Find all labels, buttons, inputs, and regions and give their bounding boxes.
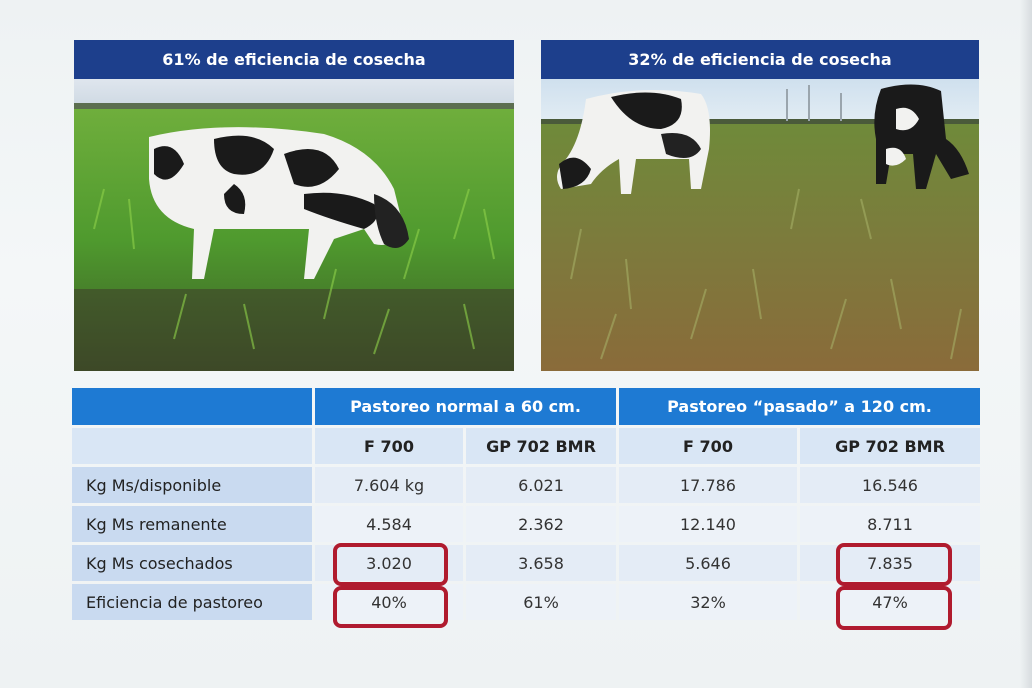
table-row: Kg Ms/disponible 7.604 kg 6.021 17.786 1… — [72, 467, 980, 503]
row-label: Kg Ms cosechados — [72, 545, 312, 581]
table-cell: 5.646 — [619, 545, 797, 581]
table-cell: 16.546 — [800, 467, 980, 503]
table-row: Kg Ms remanente 4.584 2.362 12.140 8.711 — [72, 506, 980, 542]
row-label: Kg Ms remanente — [72, 506, 312, 542]
table-row: Kg Ms cosechados 3.020 3.658 5.646 7.835 — [72, 545, 980, 581]
table-cell: 47% — [800, 584, 980, 620]
column-header-f700-pasado: F 700 — [619, 428, 797, 464]
table-cell: 12.140 — [619, 506, 797, 542]
table-cell: 2.362 — [466, 506, 616, 542]
column-header-f700-normal: F 700 — [315, 428, 463, 464]
header-group-empty — [72, 388, 312, 425]
header-group-normal: Pastoreo normal a 60 cm. — [315, 388, 616, 425]
panel-title-right: 32% de eficiencia de cosecha — [541, 40, 979, 79]
column-header-gp702-normal: GP 702 BMR — [466, 428, 616, 464]
photo-panel-left: 61% de eficiencia de cosecha — [74, 40, 514, 371]
table-cell: 4.584 — [315, 506, 463, 542]
column-header-empty — [72, 428, 312, 464]
table-cell: 8.711 — [800, 506, 980, 542]
header-group-pasado: Pastoreo “pasado” a 120 cm. — [619, 388, 980, 425]
table-cell: 40% — [315, 584, 463, 620]
table-cell: 7.835 — [800, 545, 980, 581]
screen-edge — [1020, 0, 1032, 688]
row-label: Kg Ms/disponible — [72, 467, 312, 503]
grazing-efficiency-table: Pastoreo normal a 60 cm. Pastoreo “pasad… — [72, 388, 980, 623]
row-label: Eficiencia de pastoreo — [72, 584, 312, 620]
table-cell: 3.020 — [315, 545, 463, 581]
cow-grazing-photo-left — [74, 79, 514, 371]
table-cell: 17.786 — [619, 467, 797, 503]
table-cell: 6.021 — [466, 467, 616, 503]
table-header-columns: F 700 GP 702 BMR F 700 GP 702 BMR — [72, 428, 980, 464]
photo-panel-right: 32% de eficiencia de cosecha — [541, 40, 979, 371]
cow-grazing-photo-right — [541, 79, 979, 371]
table-cell: 3.658 — [466, 545, 616, 581]
panel-title-left: 61% de eficiencia de cosecha — [74, 40, 514, 79]
table-row: Eficiencia de pastoreo 40% 61% 32% 47% — [72, 584, 980, 620]
table-cell: 61% — [466, 584, 616, 620]
table-cell: 7.604 kg — [315, 467, 463, 503]
column-header-gp702-pasado: GP 702 BMR — [800, 428, 980, 464]
table-header-groups: Pastoreo normal a 60 cm. Pastoreo “pasad… — [72, 388, 980, 425]
table-cell: 32% — [619, 584, 797, 620]
